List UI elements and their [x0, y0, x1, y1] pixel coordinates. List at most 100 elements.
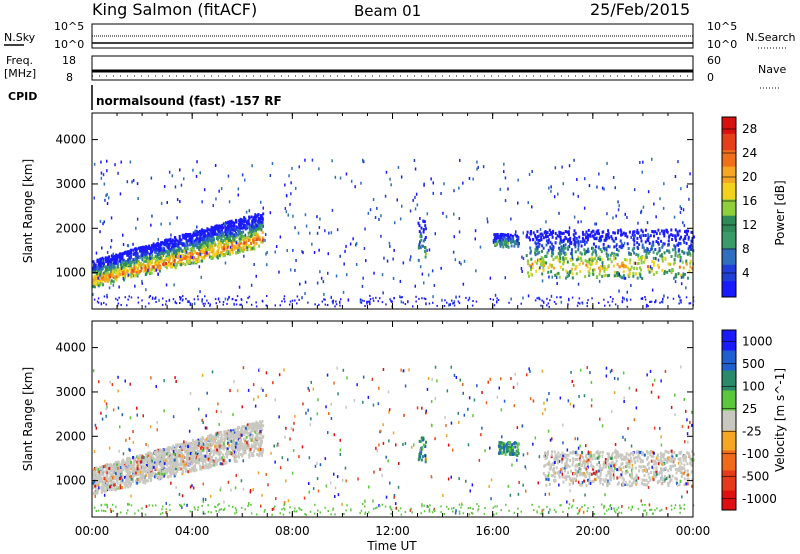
heatmap-cell	[432, 181, 434, 185]
heatmap-cell	[574, 267, 577, 271]
heatmap-cell	[145, 264, 148, 268]
heatmap-cell	[683, 240, 686, 244]
heatmap-cell	[166, 242, 169, 246]
heatmap-cell	[105, 470, 108, 474]
heatmap-cell	[120, 475, 123, 479]
heatmap-cell	[652, 256, 655, 260]
heatmap-cell	[149, 257, 151, 261]
heatmap-cell	[189, 251, 192, 255]
heatmap-cell	[499, 187, 502, 191]
heatmap-cell	[659, 197, 661, 201]
heatmap-cell	[189, 234, 192, 237]
heatmap-cell	[254, 446, 257, 450]
heatmap-cell	[648, 250, 651, 253]
heatmap-cell	[690, 243, 693, 247]
heatmap-cell	[181, 463, 184, 467]
heatmap-cell	[560, 300, 563, 304]
heatmap-cell	[132, 472, 135, 476]
heatmap-cell	[191, 467, 194, 471]
heatmap-cell	[554, 256, 557, 260]
heatmap-cell	[244, 244, 247, 248]
heatmap-cell	[542, 267, 545, 270]
heatmap-cell	[230, 240, 233, 243]
heatmap-cell	[549, 299, 551, 302]
heatmap-cell	[166, 462, 169, 466]
heatmap-cell	[260, 449, 263, 453]
heatmap-cell	[244, 238, 247, 242]
heatmap-cell	[248, 244, 251, 248]
heatmap-cell	[159, 265, 162, 269]
heatmap-cell	[185, 462, 188, 466]
heatmap-cell	[117, 477, 120, 481]
heatmap-cell	[201, 200, 203, 204]
heatmap-cell	[92, 280, 95, 284]
heatmap-cell	[151, 297, 154, 300]
heatmap-cell	[559, 260, 561, 264]
heatmap-cell	[253, 263, 255, 266]
heatmap-cell	[640, 268, 642, 272]
heatmap-cell	[363, 247, 366, 250]
heatmap-cell	[331, 300, 334, 303]
heatmap-cell	[551, 235, 554, 239]
heatmap-cell	[615, 271, 618, 275]
heatmap-cell	[628, 261, 631, 265]
heatmap-cell	[666, 270, 669, 274]
heatmap-cell	[216, 235, 219, 238]
heatmap-cell	[134, 473, 137, 477]
heatmap-cell	[689, 248, 692, 251]
heatmap-cell	[239, 237, 242, 241]
heatmap-cell	[682, 238, 685, 242]
heatmap-cell	[118, 463, 121, 467]
heatmap-cell	[650, 247, 653, 251]
heatmap-cell	[193, 469, 196, 473]
heatmap-cell	[545, 235, 547, 239]
heatmap-cell	[641, 230, 644, 234]
heatmap-cell	[674, 175, 677, 178]
heatmap-cell	[626, 299, 628, 302]
heatmap-cell	[671, 248, 674, 252]
heatmap-cell	[678, 237, 681, 241]
heatmap-cell	[198, 232, 200, 236]
heatmap-cell	[130, 255, 133, 258]
heatmap-cell	[391, 300, 393, 303]
heatmap-cell	[194, 464, 197, 468]
heatmap-cell	[667, 262, 670, 266]
heatmap-cell	[599, 248, 602, 251]
heatmap-cell	[116, 268, 119, 272]
heatmap-cell	[251, 164, 253, 168]
heatmap-cell	[360, 181, 362, 185]
heatmap-cell	[181, 460, 184, 464]
heatmap-cell	[248, 209, 251, 213]
heatmap-cell	[499, 244, 502, 248]
heatmap-cell	[131, 260, 134, 264]
heatmap-cell	[229, 252, 231, 256]
heatmap-cell	[170, 233, 172, 237]
heatmap-cell	[527, 294, 530, 298]
heatmap-cell	[202, 234, 205, 238]
heatmap-cell	[244, 447, 247, 451]
heatmap-cell	[440, 192, 442, 195]
heatmap-cell	[558, 275, 561, 279]
heatmap-cell	[140, 269, 143, 273]
heatmap-cell	[100, 279, 103, 282]
heatmap-cell	[139, 473, 142, 477]
heatmap-cell	[260, 453, 263, 457]
heatmap-cell	[640, 255, 643, 259]
heatmap-cell	[579, 269, 582, 273]
heatmap-cell	[399, 217, 402, 221]
heatmap-cell	[97, 297, 100, 300]
heatmap-cell	[556, 296, 558, 299]
heatmap-cell	[256, 440, 259, 444]
heatmap-cell	[369, 294, 371, 297]
heatmap-cell	[678, 302, 680, 305]
heatmap-cell	[178, 241, 181, 245]
heatmap-cell	[529, 232, 532, 236]
heatmap-cell	[261, 300, 264, 303]
heatmap-cell	[400, 300, 403, 304]
heatmap-cell	[241, 454, 244, 458]
heatmap-cell	[181, 467, 183, 471]
heatmap-cell	[496, 297, 498, 300]
heatmap-cell	[367, 211, 370, 215]
nave-label: Nave	[758, 63, 786, 76]
